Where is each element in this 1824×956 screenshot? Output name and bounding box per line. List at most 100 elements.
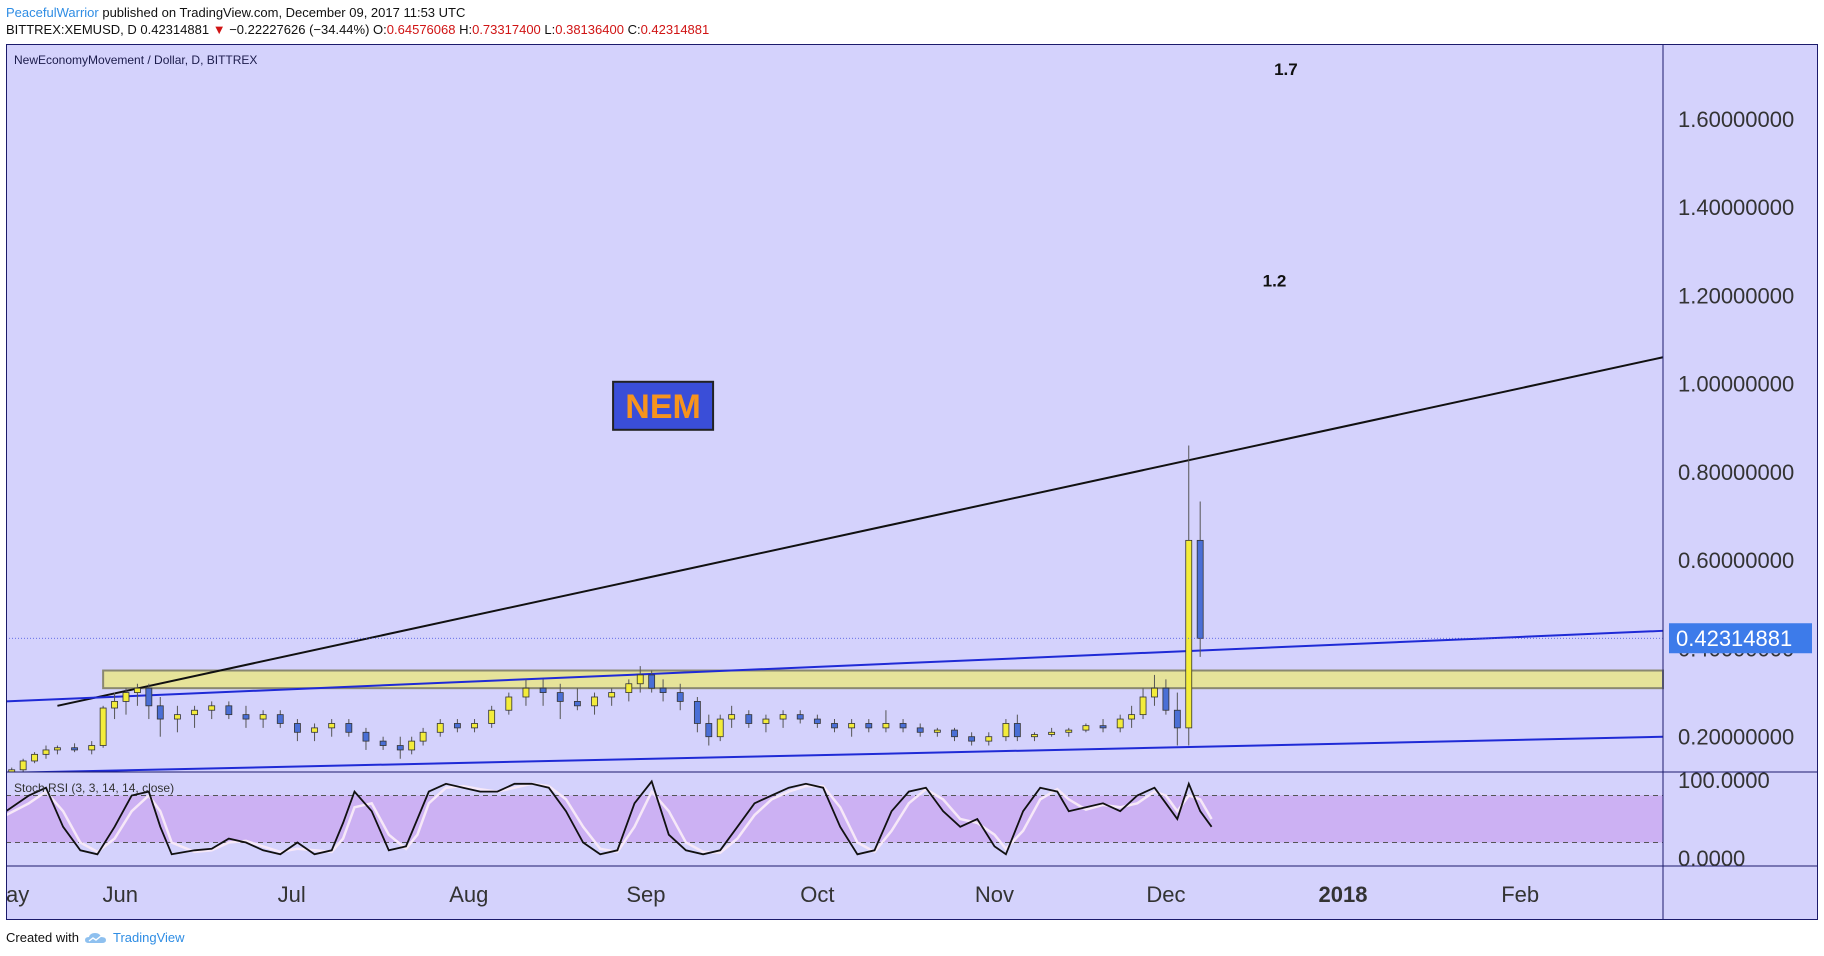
candle-body — [311, 727, 318, 733]
candle-body — [276, 714, 284, 724]
author-link[interactable]: PeacefulWarrior — [6, 5, 99, 20]
candle — [796, 710, 804, 724]
trendline-1[interactable] — [57, 356, 1664, 707]
candle-body — [522, 687, 530, 698]
candle — [848, 719, 856, 737]
candle — [539, 679, 547, 706]
close-value: 0.42314881 — [640, 22, 710, 37]
candle — [1128, 705, 1136, 728]
candle-body — [419, 731, 427, 742]
time-tick-label: Jul — [278, 882, 306, 907]
chart-area[interactable]: NewEconomyMovement / Dollar, D, BITTREX … — [5, 44, 1818, 920]
candle — [591, 692, 598, 715]
candle-body — [796, 714, 804, 720]
candle-body — [625, 683, 633, 693]
candle — [985, 732, 993, 746]
candle — [453, 719, 461, 733]
candle — [1048, 727, 1056, 737]
candle-body — [985, 736, 993, 742]
candle — [259, 710, 267, 728]
candle — [745, 710, 753, 728]
candle-body — [1196, 539, 1204, 639]
candle-body — [591, 696, 598, 707]
candle-body — [693, 701, 701, 724]
candle — [488, 705, 496, 728]
candle-body — [762, 718, 770, 724]
candle-body — [899, 723, 907, 729]
chart-header: PeacefulWarrior published on TradingView… — [6, 4, 709, 38]
candle-body — [831, 723, 838, 729]
candle — [676, 683, 684, 711]
time-tick-label: Sep — [626, 882, 665, 907]
candle — [471, 719, 478, 733]
trendline-2[interactable] — [5, 629, 1664, 703]
candle — [1002, 719, 1010, 742]
candle — [396, 736, 404, 759]
price-tick-label: 1.20000000 — [1678, 283, 1794, 308]
candle-body — [951, 729, 958, 738]
candle-body — [968, 736, 976, 742]
candle — [88, 741, 96, 755]
time-tick-label: ay — [6, 882, 29, 907]
candle — [1185, 445, 1193, 746]
candle — [1065, 727, 1073, 737]
candle-body — [505, 696, 513, 711]
candle-body — [1013, 723, 1021, 738]
change-text: −0.22227626 (−34.44%) — [229, 22, 370, 37]
price-tick-label: 0.20000000 — [1678, 725, 1794, 750]
candle — [294, 719, 301, 742]
candle — [379, 736, 387, 750]
candle — [19, 758, 27, 772]
candle — [156, 696, 164, 737]
candle — [636, 666, 644, 693]
candle — [648, 670, 656, 693]
price-tick-label: 1.60000000 — [1678, 107, 1794, 132]
open-label: O: — [373, 22, 387, 37]
candle-body — [99, 707, 107, 746]
target-label: 1.2 — [1263, 272, 1287, 291]
stoch-d-line — [5, 782, 1213, 854]
candle — [705, 714, 713, 746]
candle — [882, 710, 890, 733]
candle-body — [1116, 718, 1124, 729]
candle-body — [728, 714, 736, 720]
candle — [916, 723, 924, 737]
candle — [191, 705, 198, 728]
candle — [174, 705, 181, 733]
candle — [1099, 719, 1107, 733]
open-value: 0.64576068 — [386, 22, 456, 37]
resistance-zone — [102, 669, 1664, 690]
candle-body — [648, 674, 656, 689]
candle-body — [813, 718, 821, 724]
candle-body — [659, 687, 667, 693]
trendline-3[interactable] — [5, 735, 1664, 774]
candle — [408, 736, 416, 755]
candle — [951, 727, 958, 742]
price-chart[interactable]: NewEconomyMovement / Dollar, D, BITTREX … — [5, 44, 1818, 920]
candle-body — [134, 687, 141, 693]
tradingview-link[interactable]: TradingView — [112, 930, 185, 945]
price-tick-label: 1.00000000 — [1678, 372, 1794, 397]
candle — [362, 727, 370, 750]
candle-body — [1173, 709, 1181, 729]
candle — [311, 723, 318, 742]
candle-body — [408, 740, 416, 751]
last-price-text: 0.42314881 — [140, 22, 210, 37]
candle — [716, 714, 724, 742]
candle — [556, 683, 564, 720]
high-label: H: — [459, 22, 473, 37]
candle — [813, 714, 821, 728]
candle-body — [19, 760, 27, 771]
low-label: L: — [544, 22, 556, 37]
candle — [933, 727, 941, 737]
candle — [728, 705, 736, 728]
candle — [831, 719, 838, 733]
time-tick-label: 2018 — [1319, 882, 1368, 907]
candle-body — [191, 709, 198, 716]
candle-body — [328, 723, 336, 729]
candle-body — [208, 705, 216, 711]
candle-body — [1139, 696, 1147, 716]
stoch-band — [6, 795, 1663, 843]
created-with-text: Created with — [6, 930, 79, 945]
candle — [1151, 674, 1158, 706]
